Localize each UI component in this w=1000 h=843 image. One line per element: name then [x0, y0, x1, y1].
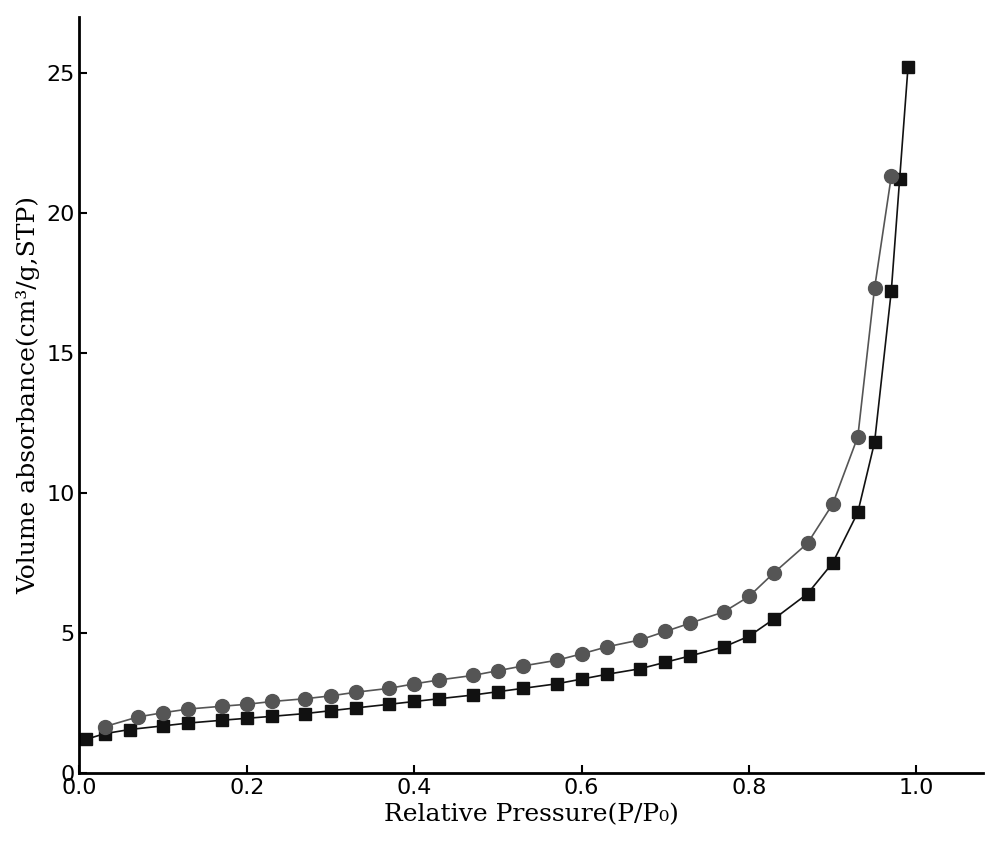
Y-axis label: Volume absorbance(cm³/g,STP): Volume absorbance(cm³/g,STP) — [17, 196, 41, 593]
X-axis label: Relative Pressure(P/P₀): Relative Pressure(P/P₀) — [384, 803, 679, 826]
